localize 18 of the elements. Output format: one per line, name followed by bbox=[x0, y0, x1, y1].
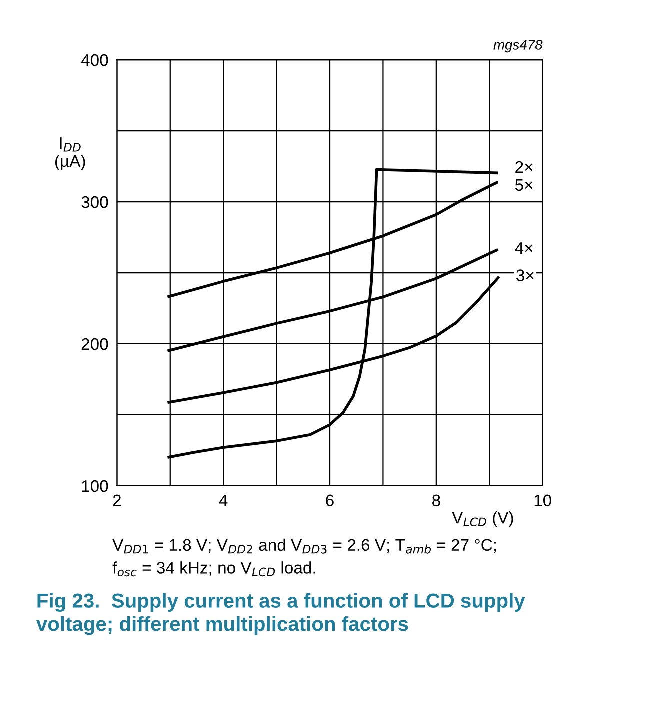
y-tick-label: 100 bbox=[82, 480, 108, 492]
x-axis-title: V$_{LCD}$ (V) bbox=[452, 512, 514, 528]
x-tick-label: 10 bbox=[534, 494, 552, 507]
y-tick-label: 200 bbox=[82, 338, 108, 350]
x-tick-label: 4 bbox=[219, 494, 228, 506]
x-tick-label: 6 bbox=[326, 494, 334, 507]
series-label: 4× bbox=[515, 242, 533, 254]
series-label: 3× bbox=[516, 270, 534, 282]
text: Fig 23. Supply current as a function of LCD supply voltage; different multiplication factors bbox=[36, 593, 526, 636]
y-tick-label: 400 bbox=[81, 54, 108, 66]
x-tick-label: 8 bbox=[432, 494, 440, 507]
x-tick-label: 2 bbox=[113, 494, 121, 506]
series-label: 5× bbox=[515, 180, 533, 192]
y-tick-label: 300 bbox=[82, 196, 108, 208]
y-axis-title: I$_{DD}$ (µA) bbox=[55, 138, 86, 170]
series-label: 2× bbox=[516, 161, 533, 173]
text: V$_{DD1}$ = 1.8 V; V$_{DD2}$ and V$_{DD3}$ = 2.6 V; T$_{amb}$ = 27 °C; f$_{osc}$ = 34 kHz; no V$_{LCD}$ load. bbox=[112, 538, 496, 577]
text: mgs478 bbox=[494, 40, 543, 53]
